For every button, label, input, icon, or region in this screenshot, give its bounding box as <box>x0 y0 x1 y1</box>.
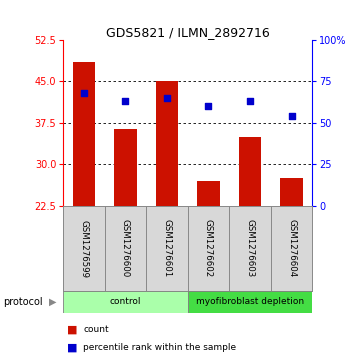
Point <box>205 103 211 109</box>
Text: GSM1276604: GSM1276604 <box>287 219 296 278</box>
Text: GSM1276601: GSM1276601 <box>162 219 171 278</box>
Title: GDS5821 / ILMN_2892716: GDS5821 / ILMN_2892716 <box>106 26 270 39</box>
Text: GSM1276600: GSM1276600 <box>121 219 130 278</box>
Text: GSM1276599: GSM1276599 <box>79 220 88 277</box>
Point <box>247 98 253 104</box>
Bar <box>280 178 303 206</box>
Text: myofibroblast depletion: myofibroblast depletion <box>196 298 304 306</box>
Point <box>164 95 170 101</box>
Bar <box>197 181 220 206</box>
Text: ■: ■ <box>67 324 77 334</box>
Bar <box>63 291 188 313</box>
Bar <box>73 62 95 206</box>
Point <box>122 98 129 104</box>
Bar <box>239 137 261 206</box>
Point <box>288 113 294 119</box>
Bar <box>188 291 312 313</box>
Text: GSM1276602: GSM1276602 <box>204 219 213 278</box>
Text: protocol: protocol <box>4 297 43 307</box>
Text: control: control <box>110 298 141 306</box>
Text: count: count <box>83 325 109 334</box>
Point <box>81 90 87 96</box>
Bar <box>156 81 178 206</box>
Text: ■: ■ <box>67 342 77 352</box>
Text: GSM1276603: GSM1276603 <box>245 219 255 278</box>
Text: percentile rank within the sample: percentile rank within the sample <box>83 343 236 352</box>
Text: ▶: ▶ <box>49 297 56 307</box>
Bar <box>114 129 137 206</box>
